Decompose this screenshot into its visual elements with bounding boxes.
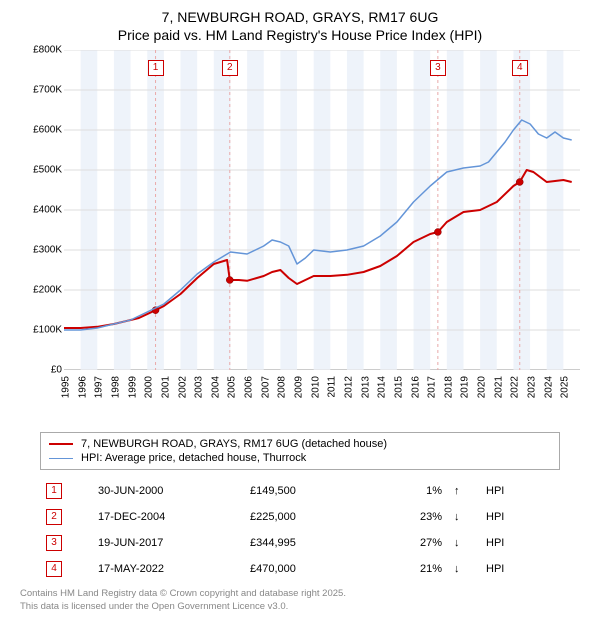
- x-tick-label: 1998: [110, 376, 121, 398]
- legend-label: HPI: Average price, detached house, Thur…: [81, 452, 306, 464]
- x-tick-label: 2005: [227, 376, 238, 398]
- sale-arrow-icon: ↓: [448, 504, 480, 530]
- x-tick-label: 2002: [177, 376, 188, 398]
- x-tick-label: 2023: [527, 376, 538, 398]
- legend-swatch: [49, 443, 73, 445]
- chart-area: £0£100K£200K£300K£400K£500K£600K£700K£80…: [20, 50, 580, 370]
- x-tick-label: 2012: [343, 376, 354, 398]
- table-row: 3 19-JUN-2017£344,99527%↓HPI: [40, 530, 560, 556]
- table-row: 1 30-JUN-2000£149,5001%↑HPI: [40, 478, 560, 504]
- y-tick-label: £0: [51, 365, 62, 376]
- x-axis-labels: 1995 1996 1997 1998 1999 2000 2001 2002 2003 2004…: [64, 372, 580, 432]
- legend-label: 7, NEWBURGH ROAD, GRAYS, RM17 6UG (detac…: [81, 438, 387, 450]
- sale-date: 17-DEC-2004: [92, 504, 244, 530]
- sale-flag-number: 3: [46, 535, 62, 551]
- sale-price: £149,500: [244, 478, 376, 504]
- x-tick-label: 2013: [360, 376, 371, 398]
- x-tick-label: 2000: [144, 376, 155, 398]
- sale-flag-number: 1: [46, 483, 62, 499]
- table-row: 4 17-MAY-2022£470,00021%↓HPI: [40, 556, 560, 582]
- x-tick-label: 1995: [61, 376, 72, 398]
- x-tick-label: 2006: [244, 376, 255, 398]
- sale-arrow-icon: ↓: [448, 530, 480, 556]
- y-tick-label: £200K: [33, 285, 62, 296]
- x-tick-label: 2004: [210, 376, 221, 398]
- x-tick-label: 2014: [377, 376, 388, 398]
- sale-price: £225,000: [244, 504, 376, 530]
- sale-marker-flag: 3: [430, 60, 446, 76]
- sale-flag-number: 4: [46, 561, 62, 577]
- y-tick-label: £700K: [33, 85, 62, 96]
- sale-vs-label: HPI: [480, 478, 560, 504]
- sale-date: 17-MAY-2022: [92, 556, 244, 582]
- sale-marker-flag: 4: [512, 60, 528, 76]
- sale-delta: 1%: [376, 478, 448, 504]
- sale-vs-label: HPI: [480, 504, 560, 530]
- legend: 7, NEWBURGH ROAD, GRAYS, RM17 6UG (detac…: [40, 432, 560, 470]
- footnote: Contains HM Land Registry data © Crown c…: [20, 588, 580, 613]
- x-tick-label: 2021: [493, 376, 504, 398]
- x-tick-label: 2011: [327, 376, 338, 398]
- x-tick-label: 2003: [194, 376, 205, 398]
- x-tick-label: 1996: [77, 376, 88, 398]
- x-tick-label: 2025: [560, 376, 571, 398]
- sale-arrow-icon: ↑: [448, 478, 480, 504]
- legend-row: HPI: Average price, detached house, Thur…: [49, 451, 551, 465]
- sale-marker-flag: 2: [222, 60, 238, 76]
- y-axis-labels: £0£100K£200K£300K£400K£500K£600K£700K£80…: [18, 50, 62, 370]
- x-tick-label: 2008: [277, 376, 288, 398]
- chart-container: 7, NEWBURGH ROAD, GRAYS, RM17 6UG Price …: [0, 0, 600, 620]
- sale-price: £470,000: [244, 556, 376, 582]
- x-tick-label: 2016: [410, 376, 421, 398]
- chart-svg: [64, 50, 580, 370]
- x-tick-label: 2022: [510, 376, 521, 398]
- footnote-line2: This data is licensed under the Open Gov…: [20, 601, 580, 613]
- x-tick-label: 2024: [543, 376, 554, 398]
- x-tick-label: 1997: [94, 376, 105, 398]
- sale-delta: 27%: [376, 530, 448, 556]
- x-tick-label: 2001: [160, 376, 171, 398]
- x-tick-label: 2017: [427, 376, 438, 398]
- footnote-line1: Contains HM Land Registry data © Crown c…: [20, 588, 580, 600]
- chart-title: 7, NEWBURGH ROAD, GRAYS, RM17 6UG Price …: [10, 8, 590, 44]
- legend-row: 7, NEWBURGH ROAD, GRAYS, RM17 6UG (detac…: [49, 437, 551, 451]
- y-tick-label: £400K: [33, 205, 62, 216]
- x-tick-label: 2010: [310, 376, 321, 398]
- y-tick-label: £300K: [33, 245, 62, 256]
- sale-vs-label: HPI: [480, 530, 560, 556]
- x-tick-label: 2015: [393, 376, 404, 398]
- x-tick-label: 1999: [127, 376, 138, 398]
- sale-delta: 21%: [376, 556, 448, 582]
- title-line1: 7, NEWBURGH ROAD, GRAYS, RM17 6UG: [10, 8, 590, 26]
- sale-price: £344,995: [244, 530, 376, 556]
- table-row: 2 17-DEC-2004£225,00023%↓HPI: [40, 504, 560, 530]
- x-tick-label: 2018: [443, 376, 454, 398]
- sale-date: 30-JUN-2000: [92, 478, 244, 504]
- sale-marker-flag: 1: [148, 60, 164, 76]
- sale-vs-label: HPI: [480, 556, 560, 582]
- x-tick-label: 2019: [460, 376, 471, 398]
- y-tick-label: £800K: [33, 45, 62, 56]
- y-tick-label: £500K: [33, 165, 62, 176]
- sale-date: 19-JUN-2017: [92, 530, 244, 556]
- y-tick-label: £600K: [33, 125, 62, 136]
- legend-swatch: [49, 458, 73, 459]
- x-tick-label: 2020: [477, 376, 488, 398]
- plot-area: 1 2 3 4: [64, 50, 580, 370]
- x-tick-label: 2007: [260, 376, 271, 398]
- title-line2: Price paid vs. HM Land Registry's House …: [10, 26, 590, 44]
- y-tick-label: £100K: [33, 325, 62, 336]
- sales-table: 130-JUN-2000£149,5001%↑HPI217-DEC-2004£2…: [40, 478, 560, 582]
- x-tick-label: 2009: [294, 376, 305, 398]
- sale-flag-number: 2: [46, 509, 62, 525]
- sale-arrow-icon: ↓: [448, 556, 480, 582]
- sale-delta: 23%: [376, 504, 448, 530]
